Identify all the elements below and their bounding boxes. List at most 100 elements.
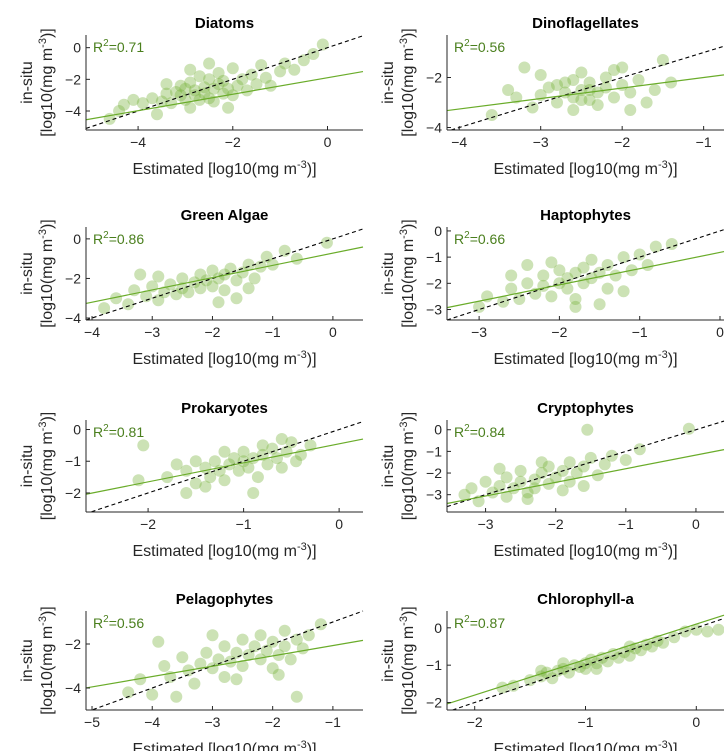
data-point xyxy=(256,439,269,452)
data-point xyxy=(264,79,277,92)
data-point xyxy=(290,690,303,703)
data-point xyxy=(633,443,646,456)
data-point xyxy=(236,73,249,86)
panel-title: Prokaryotes xyxy=(181,400,268,417)
x-tick-label: 0 xyxy=(324,134,332,150)
data-point xyxy=(285,436,298,449)
y-tick-label: −2 xyxy=(65,636,81,652)
data-point xyxy=(682,422,695,435)
data-point xyxy=(165,97,178,110)
data-point xyxy=(563,456,576,469)
data-point xyxy=(228,452,241,465)
x-tick-label: −2 xyxy=(140,516,156,532)
data-point xyxy=(158,660,171,672)
y-tick-label: −4 xyxy=(65,103,81,119)
data-point xyxy=(559,76,572,89)
one-to-one-line xyxy=(92,610,364,711)
regression-line xyxy=(85,246,364,305)
data-point xyxy=(518,61,531,74)
y-tick-label: −4 xyxy=(65,680,81,696)
x-tick-label: −1 xyxy=(618,516,634,532)
data-point xyxy=(585,253,598,266)
data-point xyxy=(242,461,255,474)
data-point xyxy=(110,292,123,305)
data-point xyxy=(535,467,548,479)
data-point xyxy=(194,282,207,295)
y-axis-label-line2: [log10(mg m-3)] xyxy=(37,28,56,136)
data-point xyxy=(206,280,219,293)
y-axis-label-line1: in-situ xyxy=(380,61,397,104)
x-tick-label: −3 xyxy=(204,714,220,730)
data-point xyxy=(189,455,202,468)
r2-annotation: R2=0.84 xyxy=(454,423,505,440)
x-tick-label: 0 xyxy=(692,516,700,532)
data-point xyxy=(542,460,555,473)
y-tick-label: 0 xyxy=(73,231,81,247)
data-point xyxy=(203,57,216,70)
data-point xyxy=(182,286,195,299)
regression-line xyxy=(446,449,725,505)
data-point xyxy=(206,264,219,277)
y-tick-label: −4 xyxy=(65,310,81,326)
regression-line xyxy=(85,438,364,495)
data-point xyxy=(241,84,253,97)
data-point xyxy=(601,259,614,271)
data-point xyxy=(98,302,111,315)
data-point xyxy=(632,74,645,86)
data-point xyxy=(251,471,264,484)
data-point xyxy=(254,260,267,273)
x-tick-label: −1 xyxy=(325,714,341,730)
data-point xyxy=(551,96,563,109)
r2-annotation: R2=0.56 xyxy=(454,38,505,55)
data-point xyxy=(188,84,201,97)
x-tick-label: −3 xyxy=(144,324,160,340)
data-point xyxy=(577,460,590,473)
data-point xyxy=(634,644,647,657)
data-point xyxy=(146,688,159,701)
data-point xyxy=(505,282,518,295)
panel-green-algae: −4 −3 −2 −1 0 −4 −2 0 Green Algae R2=0.86 Estimate… xyxy=(19,207,364,368)
data-point xyxy=(193,70,206,83)
regression-line xyxy=(85,70,364,121)
data-point xyxy=(641,259,654,271)
data-point xyxy=(567,104,580,116)
data-point xyxy=(275,461,288,474)
data-point xyxy=(668,631,681,644)
data-point xyxy=(577,480,590,492)
data-point xyxy=(500,490,513,503)
data-point xyxy=(237,455,250,468)
y-axis-label-line1: in-situ xyxy=(380,639,397,682)
points xyxy=(122,618,327,703)
data-point xyxy=(591,86,604,99)
data-point xyxy=(612,651,625,664)
panel-title: Pelagophytes xyxy=(176,591,274,608)
y-tick-label: −2 xyxy=(65,270,81,286)
data-point xyxy=(218,284,231,297)
data-point xyxy=(208,455,221,468)
panel-title: Green Algae xyxy=(181,207,269,224)
y-tick-label: −3 xyxy=(426,302,442,318)
data-point xyxy=(320,236,333,249)
x-tick-label: −4 xyxy=(130,134,146,150)
x-tick-label: −1 xyxy=(578,714,594,730)
data-point xyxy=(184,76,197,89)
data-point xyxy=(510,91,523,104)
r2-annotation: R2=0.71 xyxy=(93,38,144,55)
x-axis-label: Estimated [log10(mg m-3)] xyxy=(132,159,316,178)
data-point xyxy=(534,69,547,81)
r2-annotation: R2=0.87 xyxy=(454,614,505,631)
panel-dinoflagellates: −4 −3 −2 −1 −4 −2 Dinoflagellates R2=0.56 Estima… xyxy=(380,15,725,178)
data-point xyxy=(701,625,714,638)
data-point xyxy=(296,642,309,655)
panel-diatoms: −4 −2 0 −4 −2 0 Diatoms R2=0.71 Estimated [log10… xyxy=(19,15,364,178)
x-tick-label: 0 xyxy=(716,324,724,340)
y-tick-label: −1 xyxy=(426,443,442,459)
data-point xyxy=(601,655,614,668)
data-point xyxy=(222,82,235,95)
data-point xyxy=(551,79,563,91)
y-tick-label: −2 xyxy=(65,71,81,87)
x-tick-label: −2 xyxy=(548,516,564,532)
data-point xyxy=(170,690,183,703)
y-tick-label: −1 xyxy=(426,657,442,673)
